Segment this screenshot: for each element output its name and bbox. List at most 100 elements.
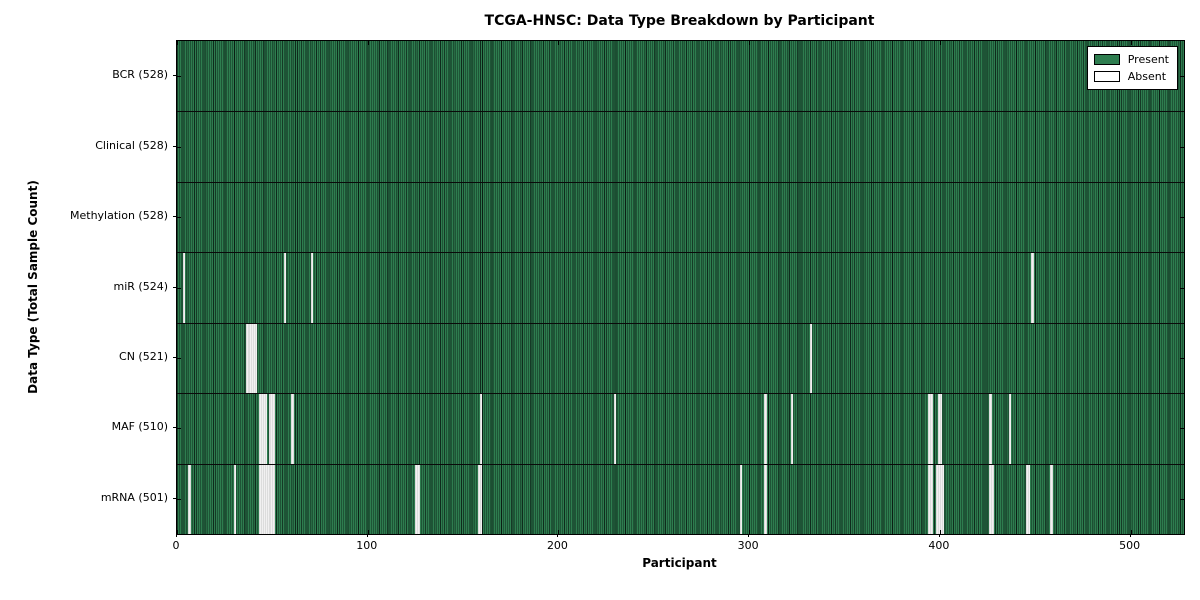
absent-gap [264,464,267,534]
y-tick-mark [1180,217,1184,219]
y-tick-mark-outer [173,145,176,147]
row-cn [177,322,1184,394]
x-tick-mark [558,530,560,534]
row-mrna [177,463,1184,534]
absent-gap [251,323,254,394]
absent-gap [255,323,258,394]
row-maf [177,393,1184,464]
absent-gap [415,464,418,534]
y-tick-mark-outer [173,286,176,288]
y-tick-mark [177,146,181,148]
absent-gap [810,323,813,394]
absent-gap [268,464,271,534]
absent-gap [245,323,248,394]
x-tick-label: 200 [546,539,568,552]
x-tick-mark-outer [1129,534,1131,537]
absent-gap [259,464,262,534]
absent-gap [764,464,767,534]
absent-gap [417,464,420,534]
absent-gap [939,464,943,534]
absent-gap [272,464,275,534]
absent-gap [1025,464,1028,534]
y-tick-label-mir: miR (524) [113,279,169,293]
x-tick-mark [939,530,941,534]
absent-gap [234,464,237,534]
x-tick-label: 0 [172,539,180,552]
absent-gap [268,394,271,464]
x-tick-label: 300 [737,539,759,552]
absent-gap [270,394,273,464]
absent-gap [291,394,294,464]
absent-gap [791,394,794,464]
absent-gap [259,394,262,464]
y-tick-label-bcr: BCR (528) [112,68,168,82]
legend-label-absent: Absent [1127,70,1167,83]
row-methylation [177,181,1184,253]
absent-gap [310,253,313,323]
y-tick-mark [1180,76,1184,78]
y-tick-mark [1180,498,1184,500]
row-mir [177,252,1184,323]
x-tick-mark [1130,41,1132,45]
legend: Present Absent [1086,46,1178,90]
absent-gap [260,394,264,464]
y-tick-mark-outer [173,75,176,77]
row-clinical [177,111,1184,182]
x-tick-mark [939,41,941,45]
absent-gap [989,394,992,464]
x-tick-mark-outer [748,534,750,537]
y-tick-mark [177,498,181,500]
x-tick-mark [558,41,560,45]
absent-gap [936,464,939,534]
legend-swatch-absent-icon [1093,71,1120,82]
y-tick-label-maf: MAF (510) [111,420,168,434]
y-tick-mark-outer [173,216,176,218]
y-tick-mark [1180,357,1184,359]
absent-gap [249,323,252,394]
y-tick-mark [1180,146,1184,148]
absent-gap [1008,394,1011,464]
absent-gap [764,394,767,464]
row-bcr [177,41,1184,112]
absent-gap [739,464,742,534]
absent-gap [253,323,256,394]
y-tick-mark [177,428,181,430]
y-tick-label-clinical: Clinical (528) [95,138,168,152]
absent-gap [283,253,286,323]
absent-gap [991,464,994,534]
absent-gap [930,394,933,464]
y-tick-mark [177,217,181,219]
absent-gap [937,464,941,534]
absent-gap [613,394,616,464]
absent-gap [1027,464,1030,534]
x-axis-label: Participant [642,556,717,570]
y-tick-mark [177,287,181,289]
y-tick-label-cn: CN (521) [119,349,168,363]
absent-gap [272,394,275,464]
absent-gap [262,394,266,464]
x-tick-label: 500 [1119,539,1141,552]
absent-gap [941,464,944,534]
x-tick-mark [749,41,751,45]
plot-area: Present Absent [176,40,1185,535]
x-tick-mark-outer [366,534,368,537]
legend-item-absent: Absent [1093,68,1169,85]
chart-title: TCGA-HNSC: Data Type Breakdown by Partic… [484,13,875,29]
x-tick-label: 400 [928,539,950,552]
absent-gap [480,394,483,464]
y-tick-label-mrna: mRNA (501) [100,490,168,504]
y-tick-mark [177,357,181,359]
absent-gap [480,464,483,534]
absent-gap [928,394,931,464]
absent-gap [247,323,250,394]
x-tick-mark [177,530,178,534]
x-tick-mark [367,41,369,45]
y-tick-mark-outer [173,356,176,358]
legend-label-present: Present [1127,53,1169,66]
absent-gap [928,464,931,534]
absent-gap [937,394,941,464]
x-tick-mark-outer [557,534,559,537]
x-tick-label: 100 [356,539,378,552]
absent-gap [188,464,191,534]
